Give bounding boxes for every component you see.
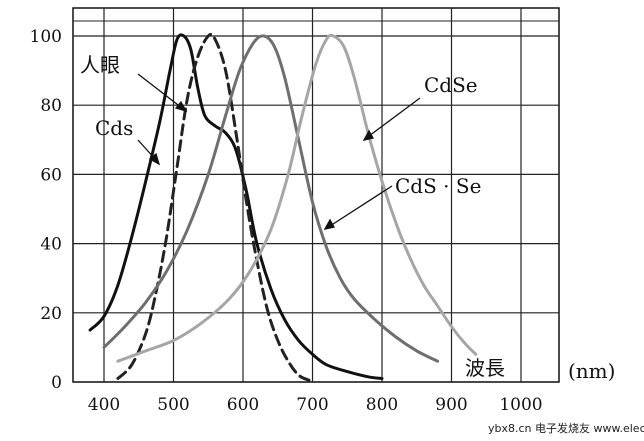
series-line	[88, 33, 384, 380]
label-human-eye: 人眼	[80, 53, 120, 77]
label-cds: Cds	[95, 116, 133, 140]
series-line	[116, 32, 311, 382]
y-tick-label: 60	[40, 165, 62, 185]
x-tick-label: 800	[366, 395, 398, 415]
series-line	[116, 33, 478, 363]
y-tick-label: 20	[40, 304, 62, 324]
label-nm-unit: (nm)	[568, 359, 615, 383]
tick-labels: 400 500 600 700 800 900 1000 0 20 40 60 80 100	[30, 27, 543, 415]
series-layer	[88, 32, 478, 382]
x-tick-label: 1000	[499, 395, 542, 415]
arrow-cdse	[368, 97, 421, 137]
label-cdse: CdSe	[424, 73, 478, 97]
x-tick-label: 500	[157, 395, 189, 415]
x-tick-label: 900	[435, 395, 467, 415]
series-line	[102, 34, 440, 363]
label-cds-se: CdS · Se	[395, 174, 481, 198]
arrowhead-human-eye	[174, 100, 188, 113]
x-tick-label: 600	[227, 395, 259, 415]
arrowhead-cds	[148, 152, 161, 166]
arrowhead-cdse	[362, 129, 375, 141]
y-tick-label: 0	[51, 373, 62, 393]
x-tick-label: 700	[296, 395, 328, 415]
watermark: ybx8.cn 电子发烧友 www.elecfans.com	[488, 421, 644, 435]
annotation-arrows	[137, 73, 421, 230]
arrowhead-cdsse	[323, 218, 336, 230]
arrow-human-eye	[137, 73, 183, 109]
x-tick-label: 400	[88, 395, 120, 415]
y-tick-label: 40	[40, 235, 62, 255]
y-tick-label: 100	[30, 27, 62, 47]
label-wavelength: 波長	[465, 356, 505, 380]
y-tick-label: 80	[40, 96, 62, 116]
arrow-cdsse	[329, 185, 393, 227]
